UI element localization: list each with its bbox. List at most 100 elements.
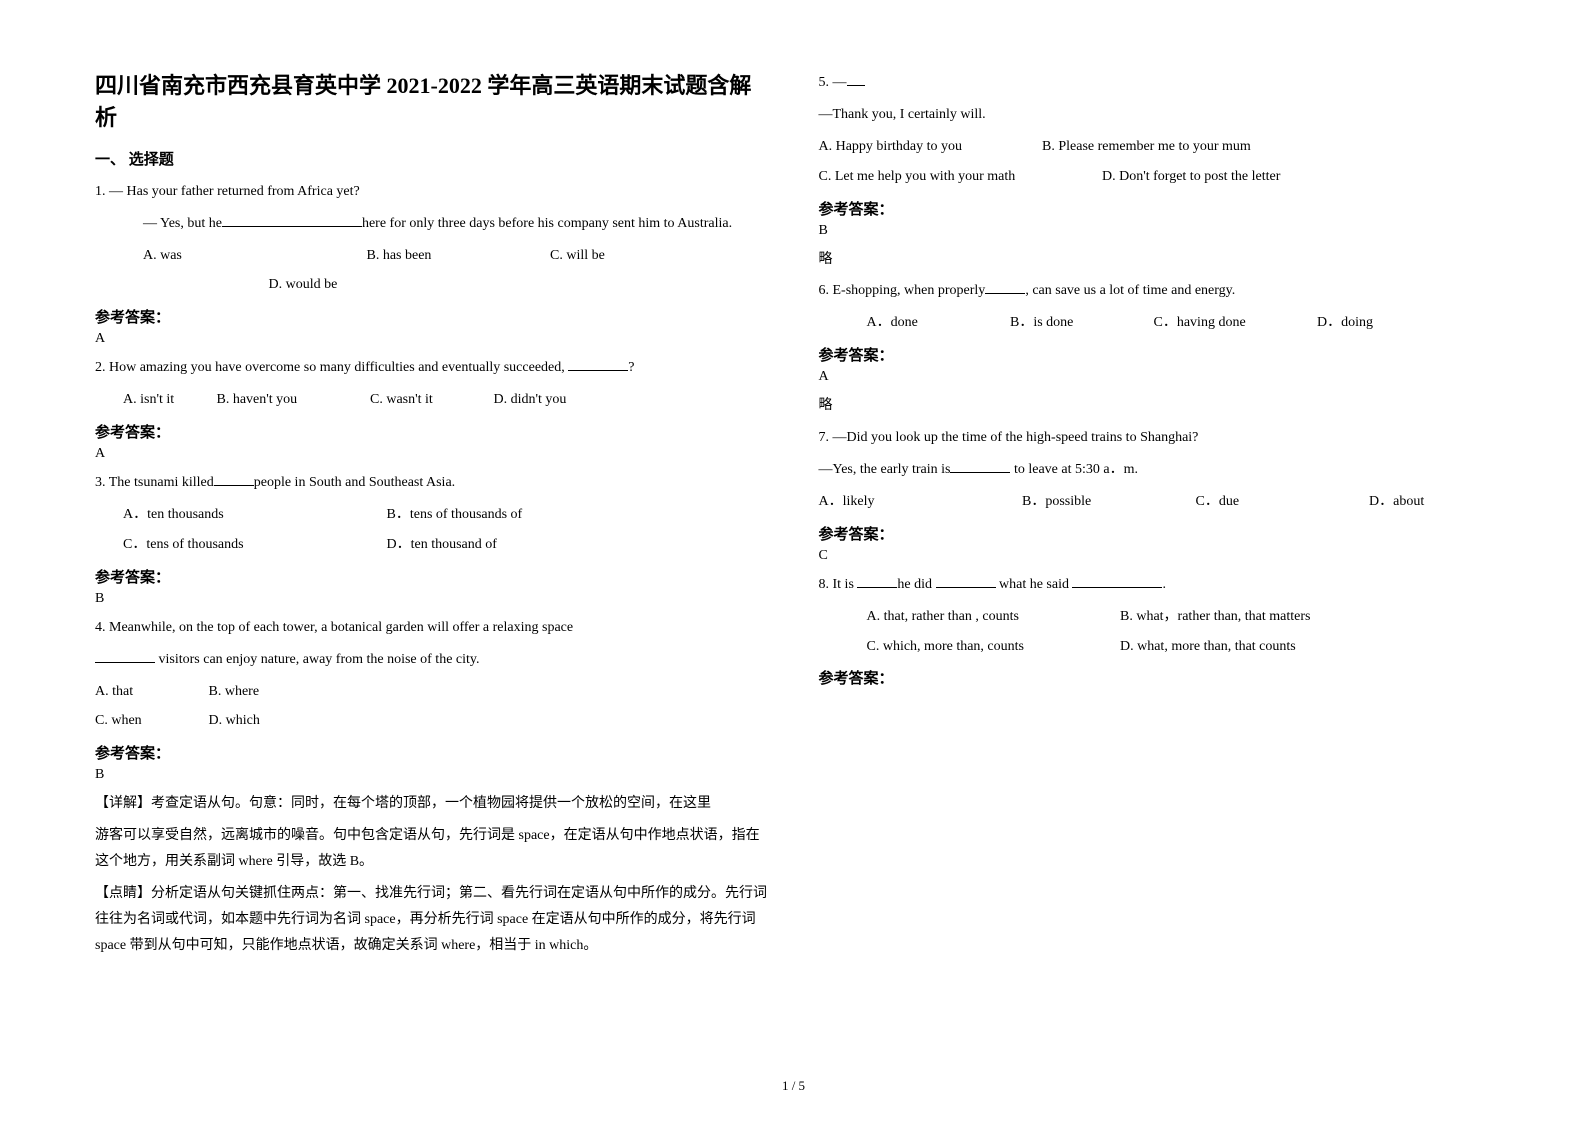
q3-prompt-post: people in South and Southeast Asia. (254, 475, 455, 490)
q2-optA: A. isn't it (123, 387, 213, 413)
q1-line2-pre: — Yes, but he (143, 216, 222, 231)
q3-optA: A．ten thousands (123, 502, 383, 528)
q7-line2-post: to leave at 5:30 a．m. (1010, 462, 1138, 477)
q1-answer: A (95, 331, 769, 347)
question-6: 6. E-shopping, when properly, can save u… (819, 278, 1493, 419)
blank (936, 574, 996, 588)
q3-options-row2: C．tens of thousands D．ten thousand of (95, 532, 769, 558)
blank (568, 358, 628, 372)
q3-optD: D．ten thousand of (387, 532, 497, 558)
blank (857, 574, 897, 588)
page: 四川省南充市西充县育英中学 2021-2022 学年高三英语期末试题含解析 一、… (0, 0, 1587, 1122)
blank (847, 72, 865, 86)
q4-options-row2: C. when D. which (95, 708, 769, 734)
q2-optD: D. didn't you (494, 387, 567, 413)
blank (985, 281, 1025, 295)
q1-optD: D. would be (269, 272, 338, 298)
q2-optB: B. haven't you (217, 387, 367, 413)
question-5: 5. — —Thank you, I certainly will. A. Ha… (819, 70, 1493, 272)
q2-prompt: 2. How amazing you have overcome so many… (95, 355, 769, 381)
q5-answer-label: 参考答案： (819, 198, 1493, 219)
q6-prompt: 6. E-shopping, when properly, can save u… (819, 278, 1493, 304)
q7-optC: C．due (1196, 489, 1366, 515)
q8-optA: A. that, rather than , counts (867, 604, 1117, 630)
q8-optC: C. which, more than, counts (867, 634, 1117, 660)
q4-optB: B. where (209, 679, 260, 705)
q3-optB: B．tens of thousands of (387, 502, 523, 528)
q7-optA: A．likely (819, 489, 1019, 515)
blank (222, 213, 362, 227)
q4-prompt2: visitors can enjoy nature, away from the… (95, 647, 769, 673)
q3-prompt-pre: 3. The tsunami killed (95, 475, 214, 490)
q5-prompt-text: 5. — (819, 75, 847, 90)
q6-optB: B．is done (1010, 310, 1150, 336)
q8-optD: D. what, more than, that counts (1120, 634, 1296, 660)
blank (950, 459, 1010, 473)
q4-options-row1: A. that B. where (95, 679, 769, 705)
blank (1072, 574, 1162, 588)
question-1: 1. — Has your father returned from Afric… (95, 179, 769, 348)
q5-optB: B. Please remember me to your mum (1042, 134, 1251, 160)
q8-prompt: 8. It is he did what he said . (819, 572, 1493, 598)
q6-prompt-pre: 6. E-shopping, when properly (819, 283, 986, 298)
q1-answer-label: 参考答案： (95, 306, 769, 327)
q8-options-row2: C. which, more than, counts D. what, mor… (819, 634, 1493, 660)
q4-answer: B (95, 767, 769, 783)
q2-prompt-pre: 2. How amazing you have overcome so many… (95, 360, 568, 375)
question-4: 4. Meanwhile, on the top of each tower, … (95, 615, 769, 817)
q7-optD: D．about (1369, 489, 1424, 515)
q3-options-row1: A．ten thousands B．tens of thousands of (95, 502, 769, 528)
q8-prompt-post: . (1162, 577, 1166, 592)
q2-optC: C. wasn't it (370, 387, 490, 413)
q1-optB: B. has been (367, 243, 547, 269)
q5-options-row1: A. Happy birthday to you B. Please remem… (819, 134, 1493, 160)
q4-prompt2-text: visitors can enjoy nature, away from the… (155, 652, 480, 667)
q3-optC: C．tens of thousands (123, 532, 383, 558)
q1-options-row2: D. would be (95, 272, 769, 298)
q8-answer-label: 参考答案： (819, 667, 1493, 688)
page-footer: 1 / 5 (0, 1078, 1587, 1094)
q1-options-row1: A. was B. has been C. will be (95, 243, 769, 269)
q2-prompt-post: ? (628, 360, 634, 375)
q7-line2-pre: —Yes, the early train is (819, 462, 951, 477)
q7-answer: C (819, 548, 1493, 564)
q4-optD: D. which (209, 708, 260, 734)
q8-options-row1: A. that, rather than , counts B. what，ra… (819, 604, 1493, 630)
q4-optC: C. when (95, 708, 205, 734)
q5-answer: B (819, 223, 1493, 239)
section-1-heading: 一、 选择题 (95, 148, 769, 169)
q4-prompt1: 4. Meanwhile, on the top of each tower, … (95, 615, 769, 641)
q7-line2: —Yes, the early train is to leave at 5:3… (819, 457, 1493, 483)
q2-answer-label: 参考答案： (95, 421, 769, 442)
q5-optD: D. Don't forget to post the letter (1102, 164, 1280, 190)
q5-options-row2: C. Let me help you with your math D. Don… (819, 164, 1493, 190)
q5-prompt: 5. — (819, 70, 1493, 96)
q1-line2: — Yes, but he here for only three days be… (95, 211, 769, 237)
q1-line2-post: here for only three days before his comp… (362, 216, 732, 231)
blank (214, 473, 254, 487)
q8-prompt-mid1: he did (897, 577, 935, 592)
question-2: 2. How amazing you have overcome so many… (95, 355, 769, 462)
question-3: 3. The tsunami killed people in South and… (95, 470, 769, 607)
q5-note: 略 (819, 247, 1493, 273)
q8-optB: B. what，rather than, that matters (1120, 604, 1311, 630)
q3-prompt: 3. The tsunami killed people in South and… (95, 470, 769, 496)
q7-prompt: 7. —Did you look up the time of the high… (819, 425, 1493, 451)
q5-optA: A. Happy birthday to you (819, 134, 1039, 160)
q8-prompt-mid2: what he said (996, 577, 1073, 592)
question-7: 7. —Did you look up the time of the high… (819, 425, 1493, 564)
q6-optA: A．done (867, 310, 1007, 336)
q6-answer-label: 参考答案： (819, 344, 1493, 365)
q7-options: A．likely B．possible C．due D．about (819, 489, 1493, 515)
two-column-layout: 四川省南充市西充县育英中学 2021-2022 学年高三英语期末试题含解析 一、… (95, 70, 1492, 1030)
blank (95, 649, 155, 663)
q2-options: A. isn't it B. haven't you C. wasn't it … (95, 387, 769, 413)
q7-optB: B．possible (1022, 489, 1192, 515)
q8-prompt-pre: 8. It is (819, 577, 858, 592)
q6-optD: D．doing (1317, 310, 1373, 336)
q2-answer: A (95, 446, 769, 462)
q3-answer-label: 参考答案： (95, 566, 769, 587)
q6-note: 略 (819, 393, 1493, 419)
q4-explanation-2: 游客可以享受自然，远离城市的噪音。句中包含定语从句，先行词是 space，在定语… (95, 823, 769, 875)
q1-optC: C. will be (550, 243, 605, 269)
